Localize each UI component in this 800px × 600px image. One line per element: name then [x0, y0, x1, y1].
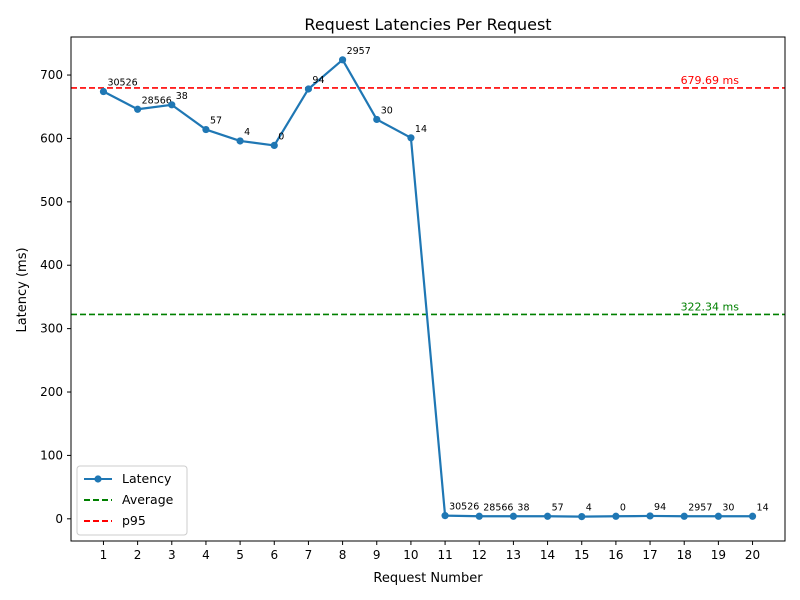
data-point-label: 57	[552, 502, 564, 513]
data-point-label: 30	[381, 105, 393, 116]
axes-frame	[70, 36, 786, 542]
data-point	[475, 512, 483, 520]
y-tick-label: 500	[40, 195, 63, 209]
data-point	[304, 85, 313, 93]
data-point-label: 38	[176, 91, 188, 102]
data-point	[134, 105, 142, 113]
data-point-label: 14	[757, 502, 769, 513]
data-point-label: 94	[654, 502, 666, 513]
data-point	[236, 137, 244, 145]
y-axis-label: Latency (ms)	[15, 247, 30, 332]
data-point-label: 30	[722, 502, 734, 513]
series-line-latency	[102, 58, 753, 518]
y-tick-label: 100	[40, 448, 63, 462]
data-point	[270, 141, 278, 150]
legend-label: Latency	[122, 471, 172, 486]
data-point-label: 28566	[483, 502, 513, 513]
x-tick-label: 16	[608, 548, 623, 562]
legend-label: Average	[122, 492, 174, 507]
legend-box	[76, 465, 188, 536]
data-point	[99, 87, 108, 96]
reference-line-label-p95: 679.69 ms	[681, 74, 740, 87]
legend: Latency Average p95	[76, 465, 188, 536]
x-tick-label: 6	[270, 548, 278, 562]
x-tick-label: 4	[202, 548, 210, 562]
x-tick-label: 17	[642, 548, 657, 562]
x-tick-label: 12	[472, 548, 487, 562]
data-point-label: 57	[210, 116, 222, 127]
data-point-label: 94	[312, 75, 324, 86]
data-point-label: 4	[586, 503, 592, 514]
x-tick-label: 8	[339, 548, 347, 562]
data-point	[714, 512, 722, 520]
x-tick-label: 20	[745, 548, 760, 562]
data-point	[543, 512, 552, 520]
y-tick-label: 400	[40, 258, 63, 272]
x-tick-label: 14	[540, 548, 555, 562]
data-point	[612, 512, 620, 520]
data-point	[578, 512, 586, 521]
data-point	[680, 512, 688, 520]
legend-marker	[94, 475, 102, 483]
data-point-label: 28566	[142, 95, 172, 106]
data-point-label: 38	[517, 502, 529, 513]
x-tick-label: 7	[305, 548, 313, 562]
x-tick-label: 2	[134, 548, 142, 562]
y-tick-label: 300	[40, 322, 63, 336]
data-point-label: 0	[620, 502, 626, 513]
x-axis-label: Request Number	[373, 571, 483, 586]
x-tick-label: 5	[236, 548, 244, 562]
data-point	[509, 512, 518, 520]
data-point-label: 30526	[107, 78, 137, 89]
x-tick-label: 1	[100, 548, 108, 562]
data-point	[748, 512, 757, 520]
data-point-label: 0	[278, 131, 284, 142]
data-point	[168, 101, 176, 109]
data-point	[407, 134, 415, 142]
legend-label: p95	[122, 513, 146, 528]
x-tick-label: 10	[403, 548, 418, 562]
data-point	[373, 115, 381, 124]
data-point	[441, 512, 449, 520]
x-tick-label: 3	[168, 548, 176, 562]
data-point	[202, 125, 210, 134]
reference-line-label-average: 322.34 ms	[681, 300, 740, 313]
x-tick-label: 9	[373, 548, 381, 562]
data-point-label: 14	[415, 124, 427, 135]
data-point-label: 4	[244, 127, 250, 138]
chart-title: Request Latencies Per Request	[304, 15, 551, 34]
y-tick-label: 200	[40, 385, 63, 399]
data-point-label: 2957	[347, 46, 371, 57]
data-point-label: 30526	[449, 502, 479, 513]
x-tick-label: 15	[574, 548, 589, 562]
x-tick-label: 18	[677, 548, 692, 562]
y-tick-label: 700	[40, 68, 63, 82]
data-point-label: 2957	[688, 502, 712, 513]
x-tick-label: 11	[437, 548, 452, 562]
data-point	[646, 512, 654, 520]
y-tick-label: 600	[40, 131, 63, 145]
x-tick-label: 19	[711, 548, 726, 562]
data-point	[338, 56, 347, 64]
x-tick-label: 13	[506, 548, 521, 562]
y-tick-label: 0	[55, 512, 63, 526]
